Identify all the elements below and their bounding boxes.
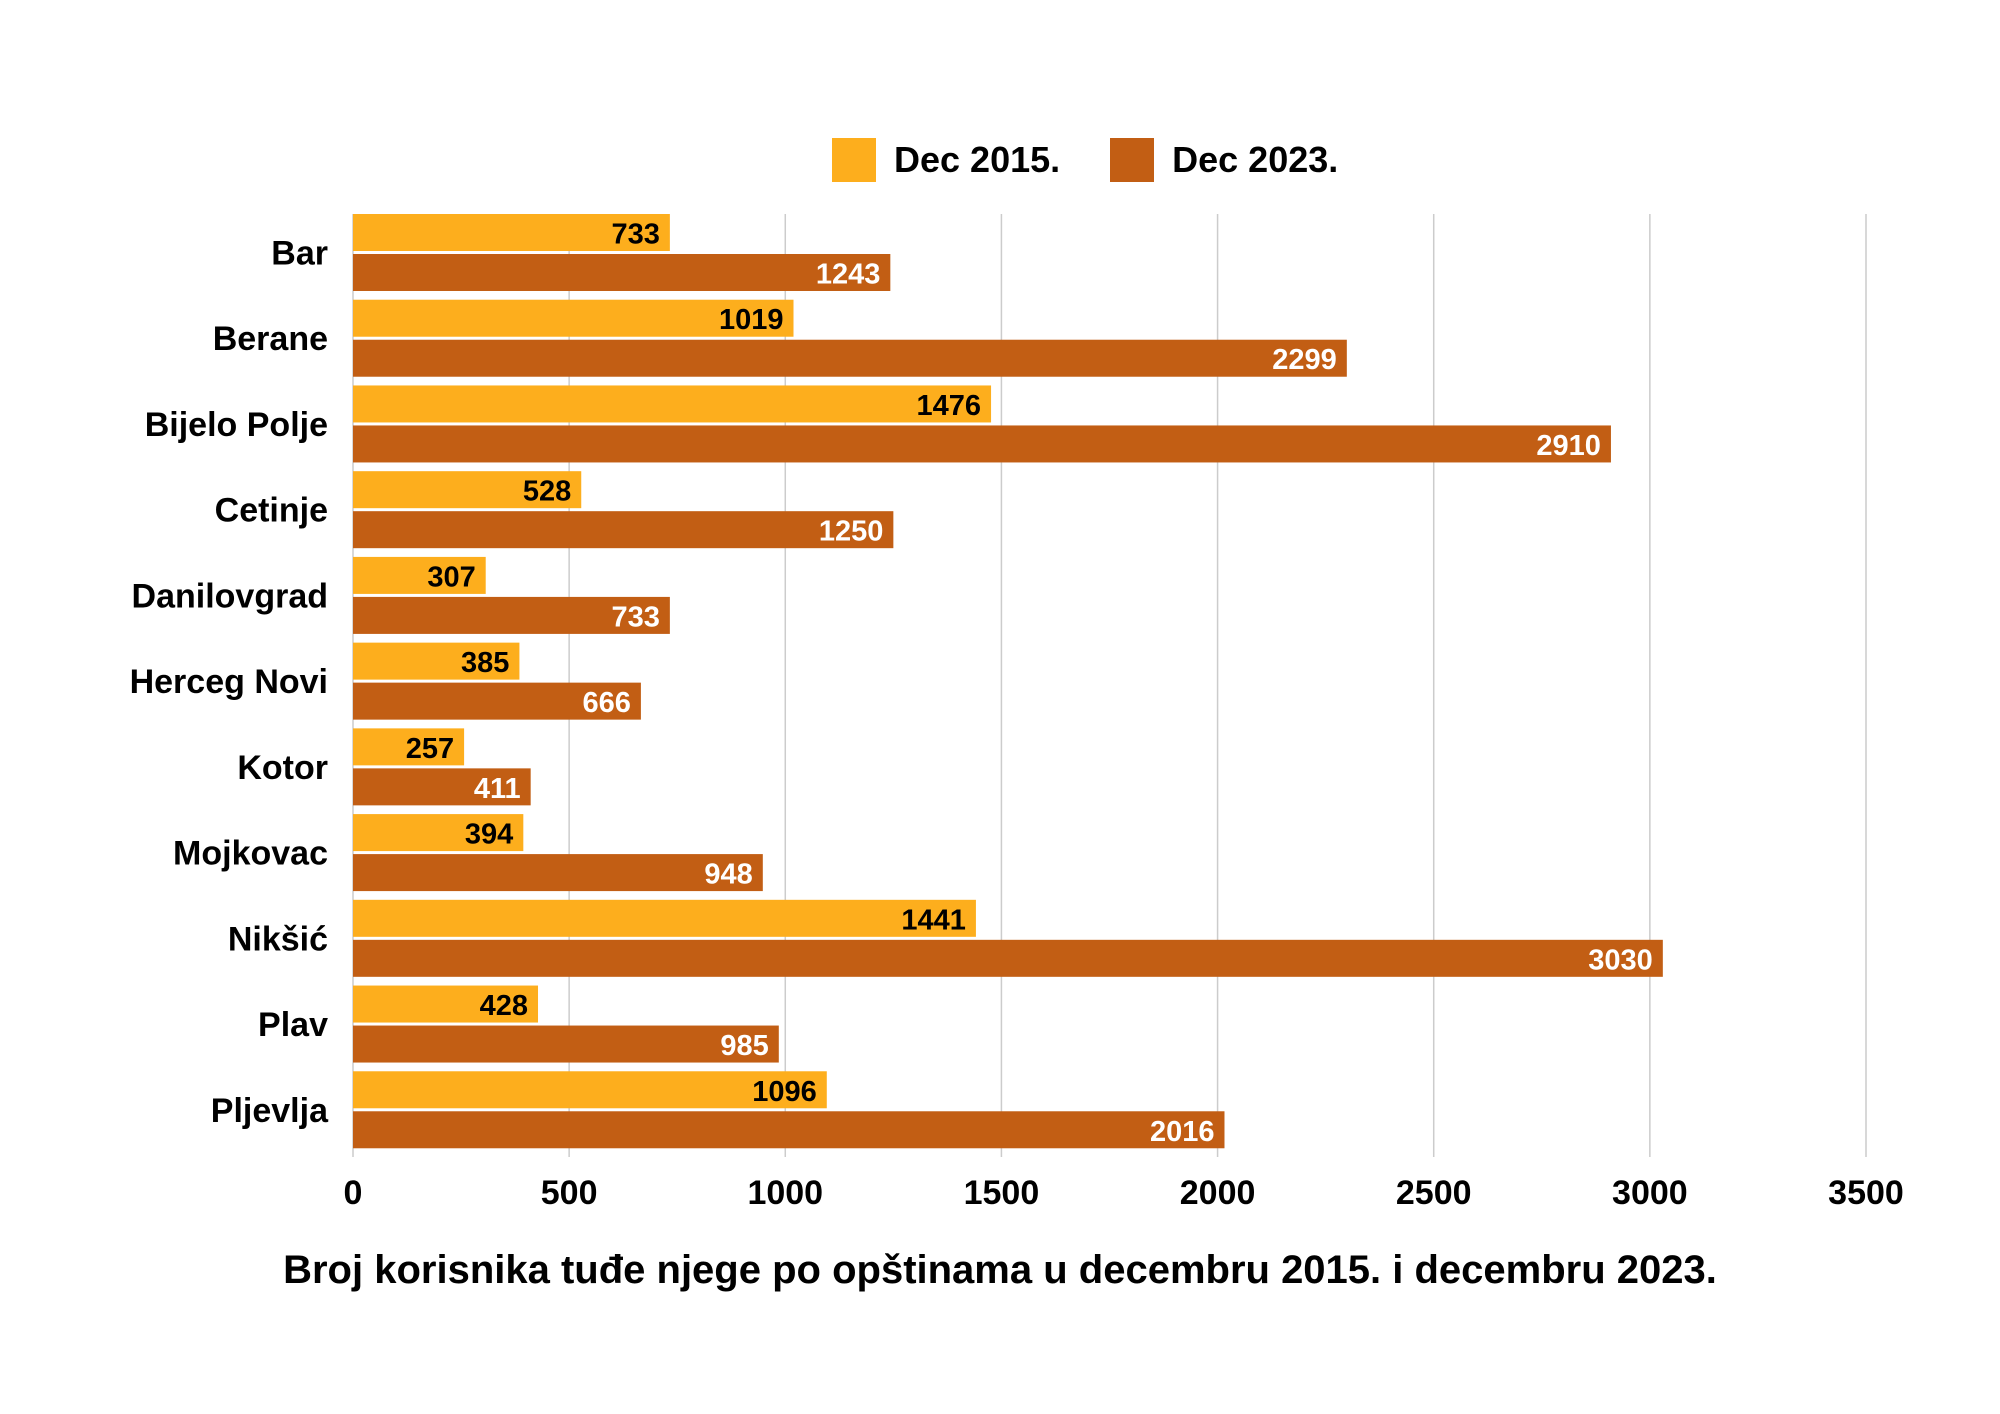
category-label: Mojkovac <box>173 835 328 873</box>
bar <box>353 299 794 337</box>
data-label: 948 <box>704 859 752 891</box>
data-label: 528 <box>523 476 571 508</box>
chart-title: Broj korisnika tuđe njege po opštinama u… <box>283 1248 1717 1292</box>
category-label: Nikšić <box>228 920 328 958</box>
category-label: Bijelo Polje <box>145 406 328 444</box>
bar <box>353 854 763 892</box>
legend: Dec 2015. Dec 2023. <box>832 138 1388 182</box>
category-label: Bar <box>271 235 328 273</box>
bar <box>353 385 992 423</box>
x-tick-label: 500 <box>541 1174 598 1212</box>
data-label: 1250 <box>819 516 884 548</box>
data-label: 257 <box>406 733 454 765</box>
data-label: 1019 <box>719 304 784 336</box>
data-label: 411 <box>474 773 521 805</box>
legend-swatch-2023 <box>1110 138 1155 182</box>
category-label: Plav <box>258 1006 328 1044</box>
data-label: 1096 <box>752 1076 817 1108</box>
bar <box>353 899 976 937</box>
data-label: 2910 <box>1536 430 1601 462</box>
category-label: Berane <box>213 320 328 358</box>
bar <box>353 939 1663 977</box>
bar <box>353 425 1611 463</box>
bar <box>353 985 539 1023</box>
bar <box>353 596 670 634</box>
legend-label-2023: Dec 2023. <box>1172 139 1339 180</box>
category-label: Danilovgrad <box>132 577 328 615</box>
data-label: 1243 <box>816 259 881 291</box>
x-tick-label: 0 <box>344 1174 363 1212</box>
bar <box>353 471 582 509</box>
legend-item-2023: Dec 2023. <box>1110 138 1338 182</box>
x-tick-label: 1000 <box>747 1174 823 1212</box>
bar <box>353 1025 779 1063</box>
data-label: 1476 <box>917 390 982 422</box>
legend-item-2015: Dec 2015. <box>832 138 1060 182</box>
category-label: Cetinje <box>215 492 328 530</box>
data-label: 3030 <box>1588 944 1653 976</box>
bar <box>353 1111 1225 1149</box>
legend-swatch-2015 <box>832 138 876 182</box>
data-label: 733 <box>611 601 659 633</box>
x-tick-label: 2500 <box>1396 1174 1472 1212</box>
bar <box>353 682 641 720</box>
category-label: Herceg Novi <box>130 663 328 701</box>
data-label: 666 <box>583 687 631 719</box>
category-label: Pljevlja <box>211 1092 329 1130</box>
bar <box>353 814 524 852</box>
x-tick-label: 2000 <box>1180 1174 1256 1212</box>
legend-label-2015: Dec 2015. <box>894 139 1061 180</box>
bar <box>353 254 891 291</box>
bar <box>353 511 894 549</box>
data-label: 385 <box>461 647 509 679</box>
data-label: 394 <box>465 819 513 851</box>
data-label: 1441 <box>901 904 966 936</box>
data-label: 2016 <box>1150 1116 1215 1148</box>
bar <box>353 214 670 251</box>
bar <box>353 768 531 806</box>
data-label: 985 <box>720 1030 768 1062</box>
data-label: 733 <box>611 219 659 251</box>
x-tick-label: 1500 <box>964 1174 1040 1212</box>
bar <box>353 1071 827 1109</box>
x-tick-label: 3000 <box>1612 1174 1688 1212</box>
bar <box>353 728 465 766</box>
bar <box>353 642 520 680</box>
bar <box>353 339 1347 377</box>
x-tick-label: 3500 <box>1828 1174 1904 1212</box>
data-label: 307 <box>427 561 475 593</box>
bar <box>353 556 486 594</box>
data-label: 428 <box>480 990 528 1022</box>
category-label: Kotor <box>237 749 328 787</box>
data-label: 2299 <box>1272 344 1337 376</box>
